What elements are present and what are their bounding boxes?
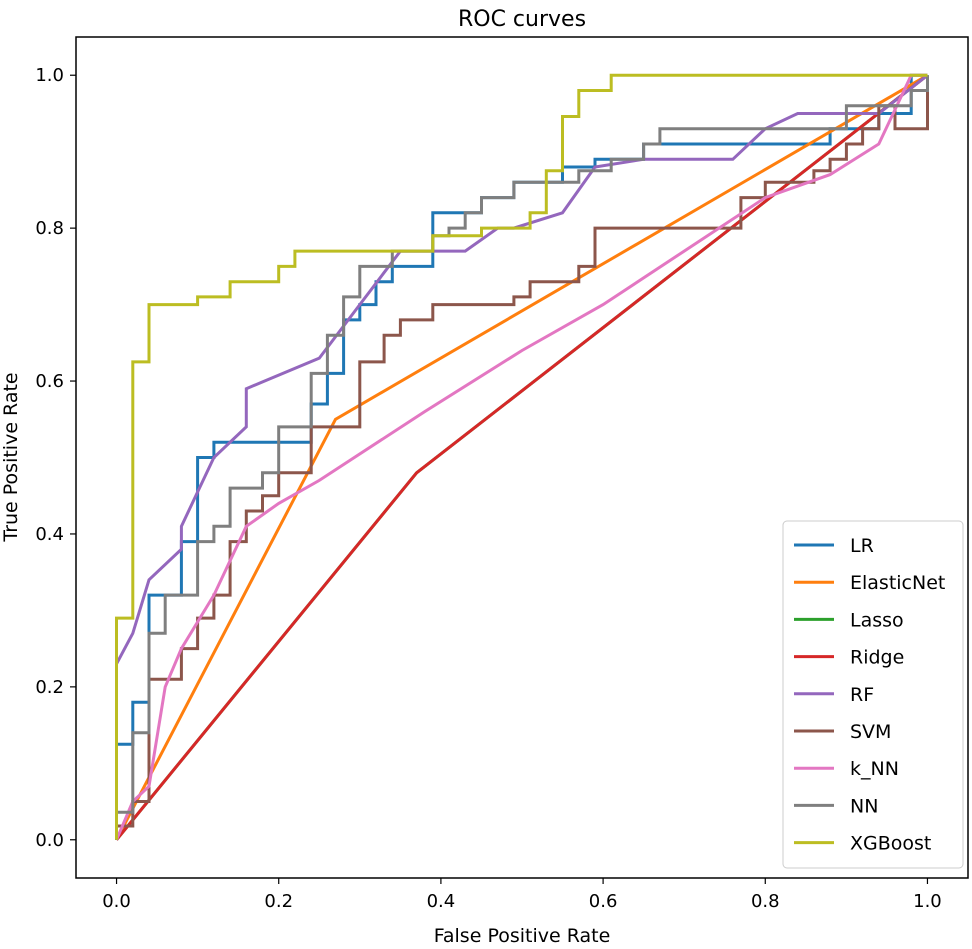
x-tick-label: 1.0 [913, 891, 942, 912]
legend-label: LR [850, 535, 874, 557]
legend-label: SVM [850, 721, 891, 743]
series-line-svm [115, 75, 929, 840]
y-tick-label: 0.8 [35, 218, 64, 239]
legend: LR ElasticNet Lasso Ridge RF SVM k_NN NN XGBoost [782, 520, 964, 869]
legend-label: Lasso [850, 609, 904, 631]
series-line-ridge [115, 74, 929, 841]
legend-label: NN [850, 795, 878, 817]
y-tick-label: 0.6 [35, 371, 64, 392]
legend-label: ElasticNet [850, 572, 945, 594]
y-axis-label: True Positive Rate [0, 372, 22, 542]
x-tick-label: 0.0 [102, 891, 131, 912]
x-axis: 0.0 0.2 0.4 0.6 0.8 1.0 [102, 878, 942, 912]
series-line-xgboost [115, 73, 928, 840]
y-tick-label: 0.4 [35, 524, 64, 545]
plot-frame [75, 36, 969, 879]
legend-label: RF [850, 684, 874, 706]
series-lines [115, 73, 929, 841]
series-line-nn [115, 75, 929, 840]
legend-label: k_NN [850, 758, 899, 780]
legend-box [782, 520, 964, 869]
y-axis: 0.0 0.2 0.4 0.6 0.8 1.0 [35, 65, 76, 851]
legend-label: XGBoost [850, 833, 931, 855]
x-tick-label: 0.4 [427, 891, 456, 912]
y-tick-label: 1.0 [35, 65, 64, 86]
y-tick-label: 0.2 [35, 677, 64, 698]
x-tick-label: 0.6 [589, 891, 618, 912]
x-tick-label: 0.8 [751, 891, 780, 912]
chart-title: ROC curves [458, 7, 586, 32]
y-tick-label: 0.0 [35, 830, 64, 851]
x-tick-label: 0.2 [264, 891, 293, 912]
series-line-elasticnet [115, 73, 929, 841]
series-line-k-nn [115, 73, 928, 841]
x-axis-label: False Positive Rate [434, 925, 611, 947]
legend-label: Ridge [850, 647, 904, 669]
